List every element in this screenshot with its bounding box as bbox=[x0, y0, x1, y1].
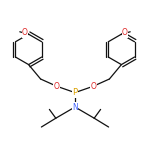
Text: O: O bbox=[90, 82, 96, 91]
Text: P: P bbox=[72, 88, 78, 97]
Text: O: O bbox=[54, 82, 60, 91]
Text: O: O bbox=[122, 28, 128, 38]
Text: O: O bbox=[22, 28, 28, 38]
Text: N: N bbox=[72, 102, 78, 111]
